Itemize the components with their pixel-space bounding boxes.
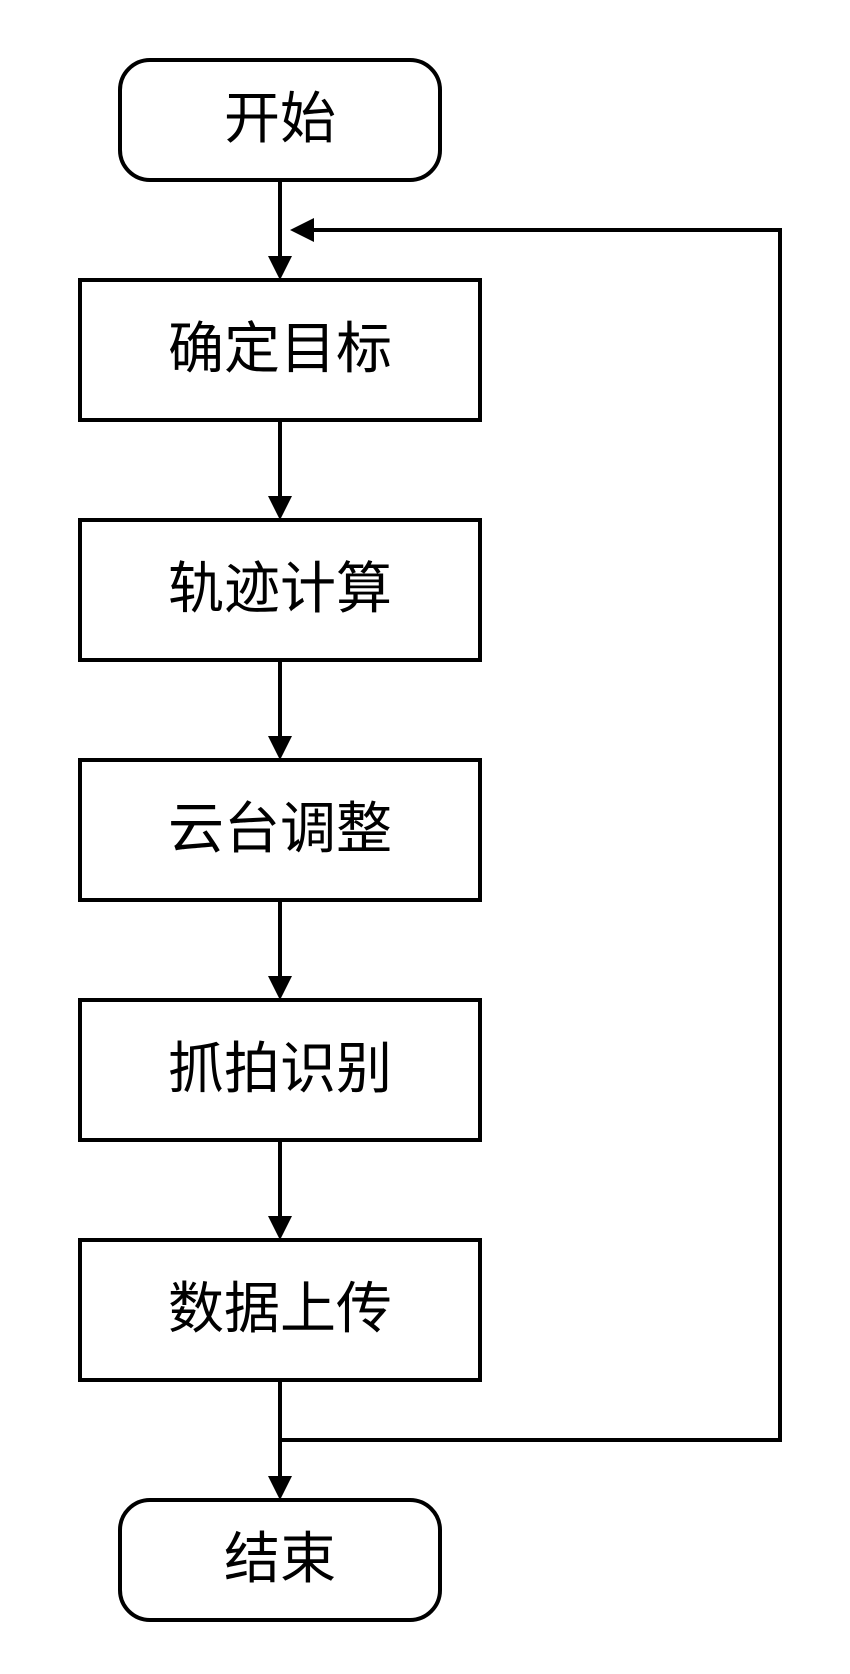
node-end-label: 结束 (224, 1529, 336, 1591)
arrowhead-loop-n1 (290, 218, 314, 242)
flowchart-diagram: 开始确定目标轨迹计算云台调整抓拍识别数据上传结束 (0, 0, 850, 1674)
node-n3-label: 云台调整 (168, 799, 392, 861)
arrowhead-n2-n3 (268, 736, 292, 760)
node-n2-label: 轨迹计算 (168, 559, 392, 621)
node-n1-label: 确定目标 (168, 319, 392, 381)
node-start-label: 开始 (224, 89, 336, 151)
arrowhead-n4-n5 (268, 1216, 292, 1240)
node-n4-label: 抓拍识别 (168, 1039, 392, 1101)
arrowhead-n5-end (268, 1476, 292, 1500)
arrowhead-n3-n4 (268, 976, 292, 1000)
node-n5-label: 数据上传 (168, 1279, 392, 1341)
arrowhead-start-n1 (268, 256, 292, 280)
arrowhead-n1-n2 (268, 496, 292, 520)
